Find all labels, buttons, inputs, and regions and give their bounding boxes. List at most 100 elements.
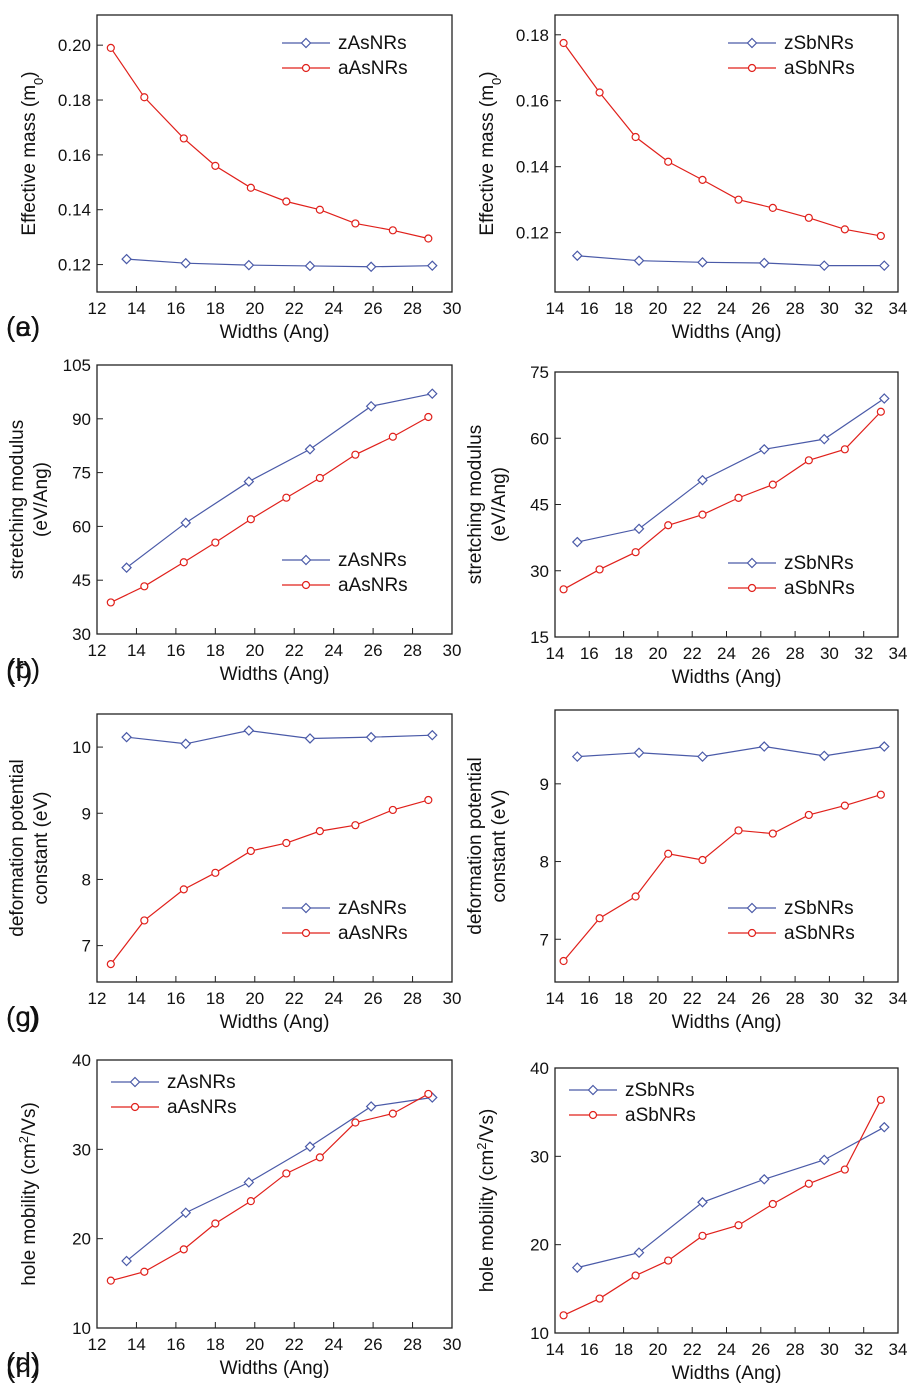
marker [878,741,890,752]
marker [876,407,885,416]
marker [388,1109,397,1118]
legend-marker [587,1084,599,1096]
y-axis-label-part: ) [19,71,40,77]
x-axis-label: Widths (Ang) [672,1012,782,1033]
marker [633,255,645,267]
y-tick-label: 10 [530,1324,549,1343]
x-tick-label: 18 [206,641,225,660]
legend-marker [746,37,758,49]
marker [818,750,830,762]
panel-label: (a) [6,311,40,342]
marker [140,916,149,925]
y-axis-label-part: (eV/Ang) [31,462,52,537]
series-line [577,255,885,267]
y-tick-label: 10 [72,738,91,757]
y-axis-label: hole mobility (cm2/Vs) [16,1102,41,1286]
marker [211,161,220,170]
marker [246,846,255,856]
x-tick-label: 32 [854,989,873,1008]
marker [664,521,673,530]
series-line [110,799,429,965]
y-tick-label: 75 [72,464,91,483]
legend-label: zSbNRs [784,898,854,919]
x-tick-label: 12 [88,299,107,318]
marker [631,548,640,557]
marker [697,1196,708,1208]
series-line [563,1099,882,1316]
series-line [110,1093,429,1282]
legend-label: zSbNRs [784,553,854,574]
series-line [126,729,433,745]
marker [664,1256,673,1265]
series-line [577,398,885,543]
plot-frame [96,14,453,293]
x-tick-label: 14 [127,641,146,660]
marker [315,473,324,483]
panel: 14 16 18 20 22 24 26 28 30 32 34 15 30 45 60 75 Widths (… [6,363,907,688]
x-tick-label: 28 [403,641,422,660]
marker [140,582,149,591]
y-tick-label: 45 [530,496,549,515]
x-axis-label: Widths (Ang) [220,664,330,685]
marker [365,400,377,412]
legend-marker [301,928,311,938]
marker [426,260,438,272]
marker [424,1089,433,1099]
plot-frame [96,713,453,983]
x-tick-label: 24 [324,641,343,660]
marker [121,562,132,573]
x-tick-label: 26 [364,299,383,318]
x-tick-label: 26 [751,299,770,318]
x-tick-label: 28 [786,1340,805,1359]
legend-marker [747,63,757,73]
marker [804,456,813,465]
x-tick-label: 22 [285,641,304,660]
y-tick-label: 0.16 [58,146,91,165]
marker [424,795,433,805]
panel: 12 14 16 18 20 22 24 26 28 30 30 45 60 75 90 105 Widths … [6,356,461,685]
marker [121,1255,132,1267]
marker [179,558,188,567]
x-tick-label: 18 [614,989,633,1008]
legend-marker [746,902,758,914]
marker [818,260,830,271]
marker [804,1179,813,1188]
marker [595,914,604,923]
marker [878,260,890,271]
y-axis-label-part: stretching modulus [465,425,486,584]
panel-label: (d) [6,1347,40,1378]
y-tick-label: 40 [530,1059,549,1078]
marker [698,1231,707,1240]
marker [365,1101,377,1112]
marker [840,1165,849,1174]
x-tick-label: 16 [166,299,185,318]
y-tick-label: 9 [82,804,91,823]
x-tick-label: 20 [245,299,264,318]
marker [365,261,377,273]
x-tick-label: 30 [820,1340,839,1359]
x-tick-label: 12 [88,641,107,660]
x-tick-label: 16 [580,1340,599,1359]
y-axis-label: Effective mass (m0) [477,71,504,235]
marker [351,1118,360,1127]
x-axis-label: Widths (Ang) [672,322,782,343]
y-tick-label: 45 [72,571,91,590]
marker [424,412,433,422]
y-axis-label: (eV/Ang) [489,467,510,542]
marker [664,849,673,858]
plot-frame [554,1067,899,1334]
x-tick-label: 20 [648,989,667,1008]
legend-label: zSbNRs [784,33,854,54]
marker [388,226,397,235]
x-tick-label: 18 [614,299,633,318]
y-tick-label: 60 [72,517,91,536]
x-tick-label: 22 [285,989,304,1008]
legend-label: zAsNRs [167,1072,236,1093]
marker [876,790,885,799]
series-line [577,745,885,758]
marker [804,810,813,820]
marker [304,733,316,744]
panel-label: (g) [6,1001,40,1032]
x-tick-label: 24 [324,1335,343,1354]
